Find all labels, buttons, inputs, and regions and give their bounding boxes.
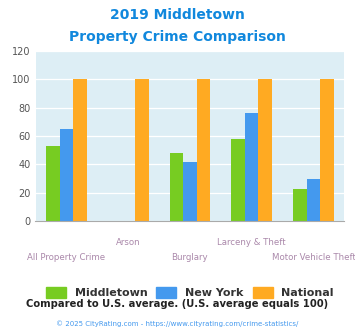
Bar — [258, 80, 272, 221]
Text: Burglary: Burglary — [171, 253, 208, 262]
Bar — [170, 153, 183, 221]
Text: All Property Crime: All Property Crime — [27, 253, 105, 262]
Text: Larceny & Theft: Larceny & Theft — [217, 238, 286, 247]
Text: Property Crime Comparison: Property Crime Comparison — [69, 30, 286, 44]
Bar — [320, 80, 334, 221]
Bar — [46, 146, 60, 221]
Bar — [307, 179, 320, 221]
Bar — [183, 162, 197, 221]
Text: Arson: Arson — [116, 238, 141, 247]
Text: Compared to U.S. average. (U.S. average equals 100): Compared to U.S. average. (U.S. average … — [26, 299, 329, 309]
Bar — [73, 80, 87, 221]
Bar — [197, 80, 210, 221]
Bar — [293, 188, 307, 221]
Legend: Middletown, New York, National: Middletown, New York, National — [42, 283, 338, 303]
Bar — [135, 80, 148, 221]
Text: © 2025 CityRating.com - https://www.cityrating.com/crime-statistics/: © 2025 CityRating.com - https://www.city… — [56, 321, 299, 327]
Bar — [60, 129, 73, 221]
Text: Motor Vehicle Theft: Motor Vehicle Theft — [272, 253, 355, 262]
Bar — [245, 114, 258, 221]
Bar — [231, 139, 245, 221]
Text: 2019 Middletown: 2019 Middletown — [110, 8, 245, 22]
